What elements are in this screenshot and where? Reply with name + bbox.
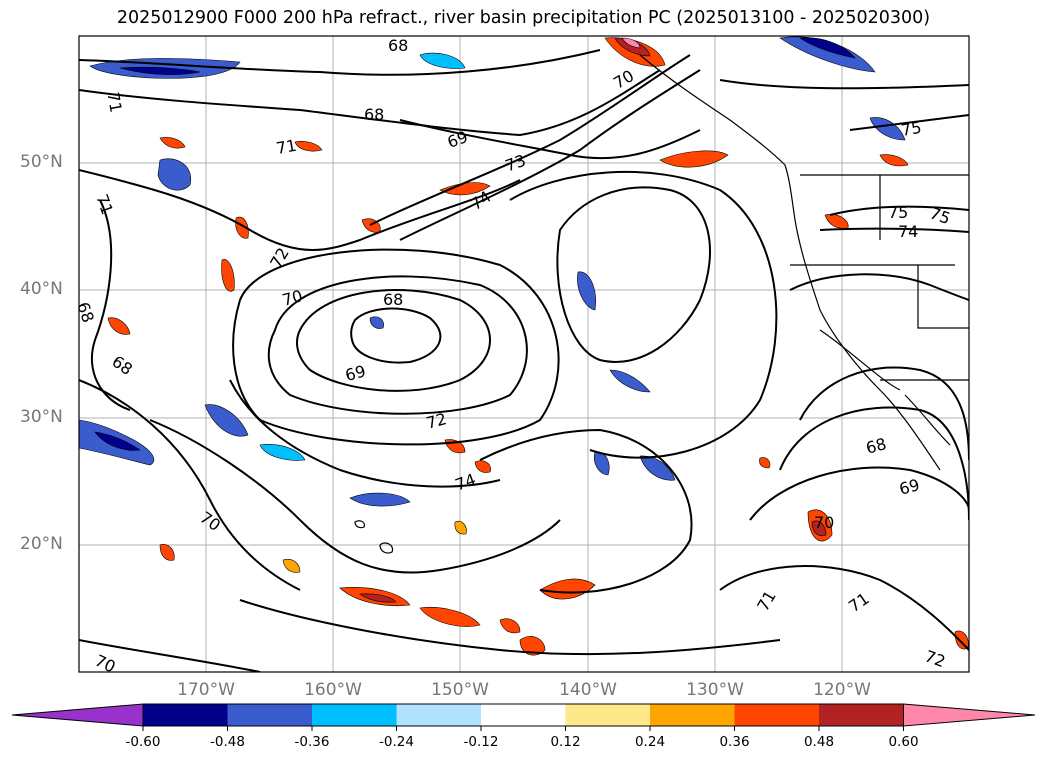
contour-label: 73 bbox=[503, 151, 529, 176]
contour-label: 68 bbox=[388, 36, 408, 55]
coastlines bbox=[354, 54, 969, 554]
lon-label: 160°W bbox=[304, 680, 362, 700]
lon-label: 150°W bbox=[431, 680, 489, 700]
colorbar-segment bbox=[565, 704, 650, 726]
contour-label: 70 bbox=[610, 66, 637, 93]
contour-label: 71 bbox=[103, 91, 125, 114]
colorbar-tick-label: -0.36 bbox=[294, 734, 330, 750]
colorbar-segment bbox=[312, 704, 397, 726]
contour-label: 72 bbox=[922, 646, 948, 671]
contour-label: 71 bbox=[92, 192, 117, 218]
colorbar-tick-label: -0.48 bbox=[210, 734, 245, 750]
lat-label: 40°N bbox=[20, 279, 63, 299]
contour-label: 72 bbox=[266, 244, 293, 271]
colorbar-tick-label: 0.60 bbox=[888, 734, 919, 750]
contour-label: 68 bbox=[73, 300, 98, 326]
contour-label: 72 bbox=[424, 409, 449, 433]
lon-label: 170°W bbox=[177, 680, 235, 700]
lat-label: 30°N bbox=[20, 407, 63, 427]
contour-label: 68 bbox=[864, 434, 889, 458]
contour-label-group: 68 68 68 68 68 68 69 69 69 70 70 70 70 7… bbox=[73, 36, 953, 677]
colorbar-extend-high bbox=[903, 703, 1036, 727]
contour-label: 70 bbox=[814, 513, 834, 532]
colorbar-extend-low bbox=[11, 703, 144, 727]
lon-label: 120°W bbox=[813, 680, 871, 700]
colorbar-segment bbox=[396, 704, 481, 726]
lon-label: 130°W bbox=[686, 680, 744, 700]
contour-label: 68 bbox=[383, 290, 403, 309]
colorbar-segment bbox=[819, 704, 904, 726]
colorbar-segment bbox=[650, 704, 735, 726]
colorbar-tick-label: 0.12 bbox=[550, 734, 581, 750]
refractivity-contours bbox=[79, 49, 969, 672]
lat-label: 50°N bbox=[20, 152, 63, 172]
contour-label: 70 bbox=[92, 651, 118, 677]
colorbar-tick-label: -0.60 bbox=[125, 734, 161, 750]
contour-label: 70 bbox=[196, 508, 224, 535]
contour-label: 71 bbox=[845, 589, 873, 616]
colorbar-segment bbox=[227, 704, 312, 726]
colorbar-outline bbox=[142, 703, 904, 727]
contour-label: 70 bbox=[280, 286, 305, 310]
precip-shading bbox=[79, 36, 969, 656]
contour-label: 75 bbox=[888, 203, 908, 222]
map-title: 2025012900 F000 200 hPa refract., river … bbox=[116, 8, 931, 28]
colorbar-tick-label: 0.48 bbox=[803, 734, 835, 750]
colorbar bbox=[11, 703, 1036, 731]
contour-label: 68 bbox=[364, 105, 384, 124]
colorbar-segment bbox=[734, 704, 819, 726]
contour-label: 74 bbox=[898, 222, 918, 241]
colorbar-tick-label: 0.36 bbox=[719, 734, 750, 750]
contour-label: 71 bbox=[275, 136, 298, 158]
gridlines bbox=[79, 36, 969, 672]
colorbar-tick-label: -0.12 bbox=[463, 734, 499, 750]
contour-label: 69 bbox=[343, 361, 368, 385]
contour-label: 68 bbox=[108, 352, 136, 379]
colorbar-tick-label: 0.24 bbox=[634, 734, 666, 750]
colorbar-tick-label: -0.24 bbox=[379, 734, 414, 750]
contour-label: 71 bbox=[753, 587, 780, 614]
map-frame bbox=[78, 35, 970, 673]
contour-label: 69 bbox=[897, 475, 922, 499]
contour-label: 75 bbox=[900, 118, 923, 140]
colorbar-segment bbox=[481, 704, 566, 726]
colorbar-segment bbox=[143, 704, 228, 726]
lat-label: 20°N bbox=[20, 534, 63, 554]
lon-label: 140°W bbox=[559, 680, 617, 700]
contour-label: 74 bbox=[453, 470, 479, 495]
